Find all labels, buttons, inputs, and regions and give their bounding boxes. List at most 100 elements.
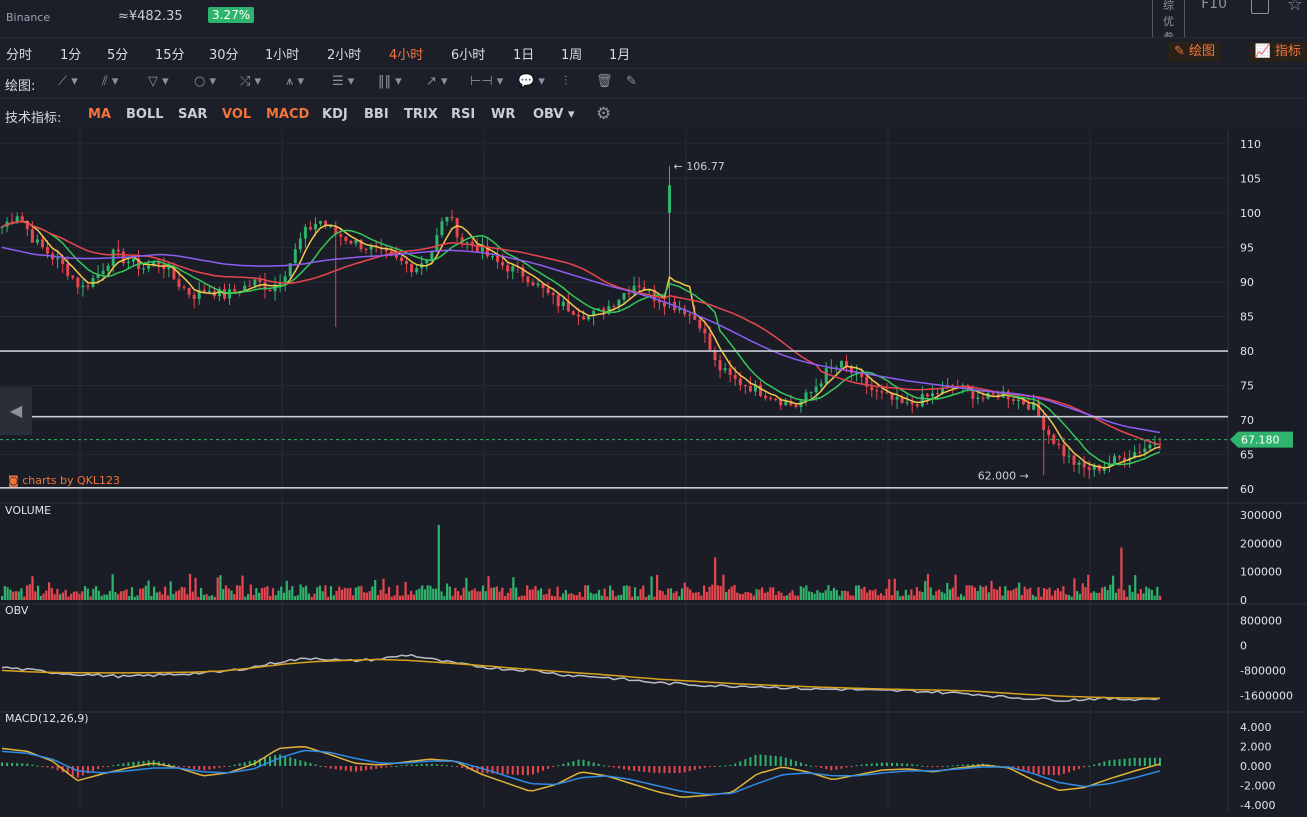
indicator-trix[interactable]: TRIX [404, 107, 438, 122]
candle-body [273, 284, 277, 292]
macd-histogram-bar [607, 766, 610, 767]
candle-body [1062, 445, 1066, 457]
volume-bar [758, 589, 761, 600]
candle-body [455, 218, 459, 238]
candle-body [496, 256, 500, 262]
ray-tool-icon[interactable]: ⫽ ▾ [102, 74, 119, 89]
volume-bar [691, 592, 695, 600]
macd-histogram-bar [1148, 757, 1151, 766]
indicator-sar[interactable]: SAR [178, 107, 208, 122]
indicator-macd[interactable]: MACD [266, 107, 310, 122]
volume-bar [620, 594, 623, 600]
indicator-ma[interactable]: MA [88, 107, 111, 122]
price-tick-label: 100 [1240, 207, 1261, 220]
volume-bar [47, 582, 51, 600]
macd-histogram-bar [6, 762, 9, 766]
volume-bar [332, 595, 335, 600]
candle-body [920, 394, 924, 407]
macd-histogram-bar [309, 763, 312, 766]
volume-bar [186, 594, 189, 600]
f10-button[interactable]: F10 [1201, 0, 1227, 12]
indicator-bbi[interactable]: BBI [364, 107, 389, 122]
volume-bar [785, 595, 789, 600]
macd-histogram-bar [537, 766, 540, 773]
chevron-left-icon[interactable]: ◀ [0, 387, 32, 435]
indicator-rsi[interactable]: RSI [451, 107, 476, 122]
macd-histogram-bar [946, 765, 949, 767]
candle-body [106, 265, 110, 271]
candle-body [263, 282, 267, 290]
candle-tool-icon[interactable]: ⫶ [564, 74, 568, 89]
macd-histogram-bar [693, 766, 696, 770]
draw-button[interactable]: ✎ 绘图 [1167, 42, 1221, 62]
candle-body [491, 256, 495, 258]
obv-tick-label: 800000 [1240, 614, 1282, 627]
tab-timeframe-1[interactable]: 1分 [60, 48, 82, 63]
volume-bar [705, 591, 708, 600]
obv-title: OBV [5, 604, 29, 617]
indicator-vol[interactable]: VOL [222, 107, 252, 122]
volume-bar [1131, 592, 1134, 600]
indicator-obv[interactable]: OBV ▾ [533, 107, 575, 122]
candle-body [501, 261, 505, 266]
tab-timeframe-5[interactable]: 1小时 [265, 48, 300, 63]
tab-timeframe-10[interactable]: 1周 [561, 48, 583, 63]
tab-timeframe-0[interactable]: 分时 [6, 48, 33, 63]
volume-bar [150, 595, 153, 600]
candle-body [809, 392, 813, 394]
volume-bar [946, 582, 949, 600]
indicator-boll[interactable]: BOLL [126, 107, 164, 122]
indicator-wr[interactable]: WR [491, 107, 516, 122]
fullscreen-icon[interactable] [1251, 0, 1269, 14]
wave-tool-icon[interactable]: ⤭ ▾ [240, 74, 262, 89]
indicator-kdj[interactable]: KDJ [322, 107, 348, 122]
trash-icon[interactable]: 🗑 [596, 74, 613, 89]
volume-bar [1159, 595, 1162, 600]
macd-histogram-bar [26, 763, 29, 766]
arrow-tool-icon[interactable]: ↗ ▾ [426, 74, 448, 89]
tab-timeframe-2[interactable]: 5分 [107, 48, 129, 63]
chart-area[interactable]: 110 105 100 95 90 85 80 75 70 65 60 67.180 ← 106.77 6… [0, 130, 1307, 817]
tab-timeframe-11[interactable]: 1月 [609, 48, 631, 63]
macd-histogram-bar [961, 764, 964, 766]
channel-tool-icon[interactable]: ▽ ▾ [148, 74, 169, 89]
gann-tool-icon[interactable]: ‖‖ ▾ [378, 74, 402, 89]
volume-bar [617, 595, 620, 600]
star-icon[interactable]: ☆ [1286, 0, 1303, 15]
circle-tool-icon[interactable]: ○ ▾ [194, 74, 217, 89]
volume-bar [1156, 586, 1159, 600]
volume-bar [722, 574, 725, 600]
macd-histogram-bar [451, 765, 454, 767]
pencil-icon[interactable]: ✎ [626, 74, 637, 89]
tab-timeframe-3[interactable]: 15分 [155, 48, 185, 63]
gear-icon[interactable]: ⚙ [596, 104, 612, 124]
candle-body [698, 319, 702, 329]
candle-body [15, 216, 19, 223]
volume-bar [877, 595, 880, 600]
macd-histogram-bar [521, 766, 524, 776]
volume-bar [1089, 592, 1093, 600]
candle-body [627, 293, 631, 295]
macd-histogram-bar [390, 766, 393, 767]
candle-body [329, 226, 333, 228]
tab-timeframe-6[interactable]: 2小时 [327, 48, 362, 63]
volume-bar [1142, 593, 1145, 600]
pattern-tool-icon[interactable]: ⩚ ▾ [286, 74, 304, 89]
tab-timeframe-8[interactable]: 6小时 [451, 48, 486, 63]
text-tool-icon[interactable]: 💬 ▾ [518, 74, 545, 89]
macd-histogram-bar [1088, 765, 1091, 767]
measure-tool-icon[interactable]: ⊢⊣ ▾ [470, 74, 504, 89]
macd-histogram-bar [304, 761, 307, 766]
volume-bar [401, 595, 404, 600]
line-tool-icon[interactable]: ⟋ ▾ [58, 74, 78, 89]
volume-bar [473, 588, 476, 600]
fib-tool-icon[interactable]: ☰ ▾ [332, 74, 355, 89]
volume-bar [454, 587, 457, 600]
tab-timeframe-4[interactable]: 30分 [209, 48, 239, 63]
indicator-button[interactable]: 📈 指标 [1248, 42, 1307, 62]
volume-bar [329, 586, 333, 600]
volume-bar [305, 585, 308, 600]
candle-body [531, 282, 535, 286]
tab-timeframe-7[interactable]: 4小时 [389, 48, 424, 63]
tab-timeframe-9[interactable]: 1日 [513, 48, 535, 63]
